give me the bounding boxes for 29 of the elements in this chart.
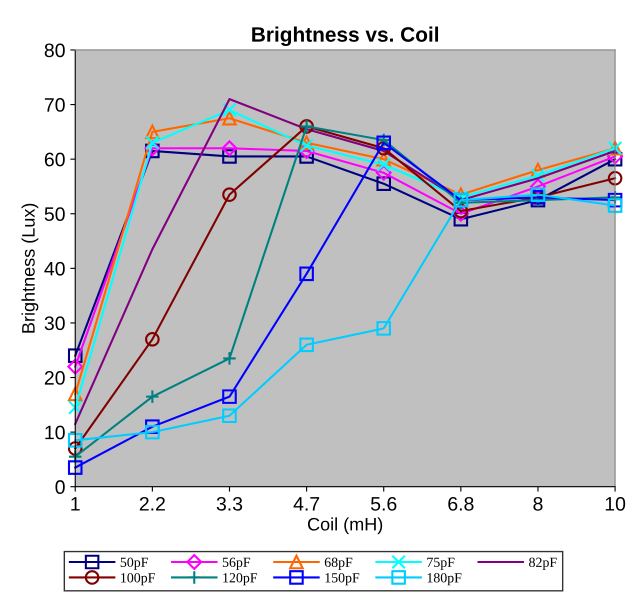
x-axis-title: Coil (mH) [308, 517, 382, 534]
x-tick-label: 10 [606, 496, 626, 511]
legend-label: 120pF [223, 573, 258, 586]
legend-label: 56pF [222, 558, 250, 570]
legend-label: 180pF [428, 573, 462, 586]
y-tick-label: 60 [44, 152, 65, 166]
legend-label: 150pF [325, 573, 360, 586]
legend-label: 100pF [121, 573, 155, 586]
y-tick-label: 20 [44, 370, 65, 385]
y-axis-title: Brightness (Lux) [22, 204, 38, 333]
y-tick-label: 50 [44, 207, 65, 221]
x-tick-label: 5.6 [370, 496, 396, 511]
y-tick-label: 70 [44, 98, 65, 112]
legend-label: 82pF [529, 558, 557, 570]
x-tick-label: 8 [533, 496, 543, 511]
legend-label: 75pF [427, 558, 454, 570]
legend-label: 50pF [120, 558, 148, 570]
y-tick-label: 30 [44, 316, 65, 330]
y-tick-label: 10 [45, 426, 65, 440]
x-tick-label: 3.3 [216, 496, 242, 511]
y-tick-label: 0 [55, 480, 65, 494]
y-tick-label: 80 [44, 43, 65, 58]
y-tick-label: 40 [44, 262, 65, 276]
x-tick-label: 6.8 [448, 496, 474, 511]
x-tick-label: 2.2 [140, 496, 165, 511]
x-tick-label: 4.7 [294, 497, 320, 511]
legend-label: 68pF [324, 558, 352, 570]
x-tick-label: 1 [71, 497, 80, 511]
chart-title: Brightness vs. Coil [252, 26, 438, 46]
